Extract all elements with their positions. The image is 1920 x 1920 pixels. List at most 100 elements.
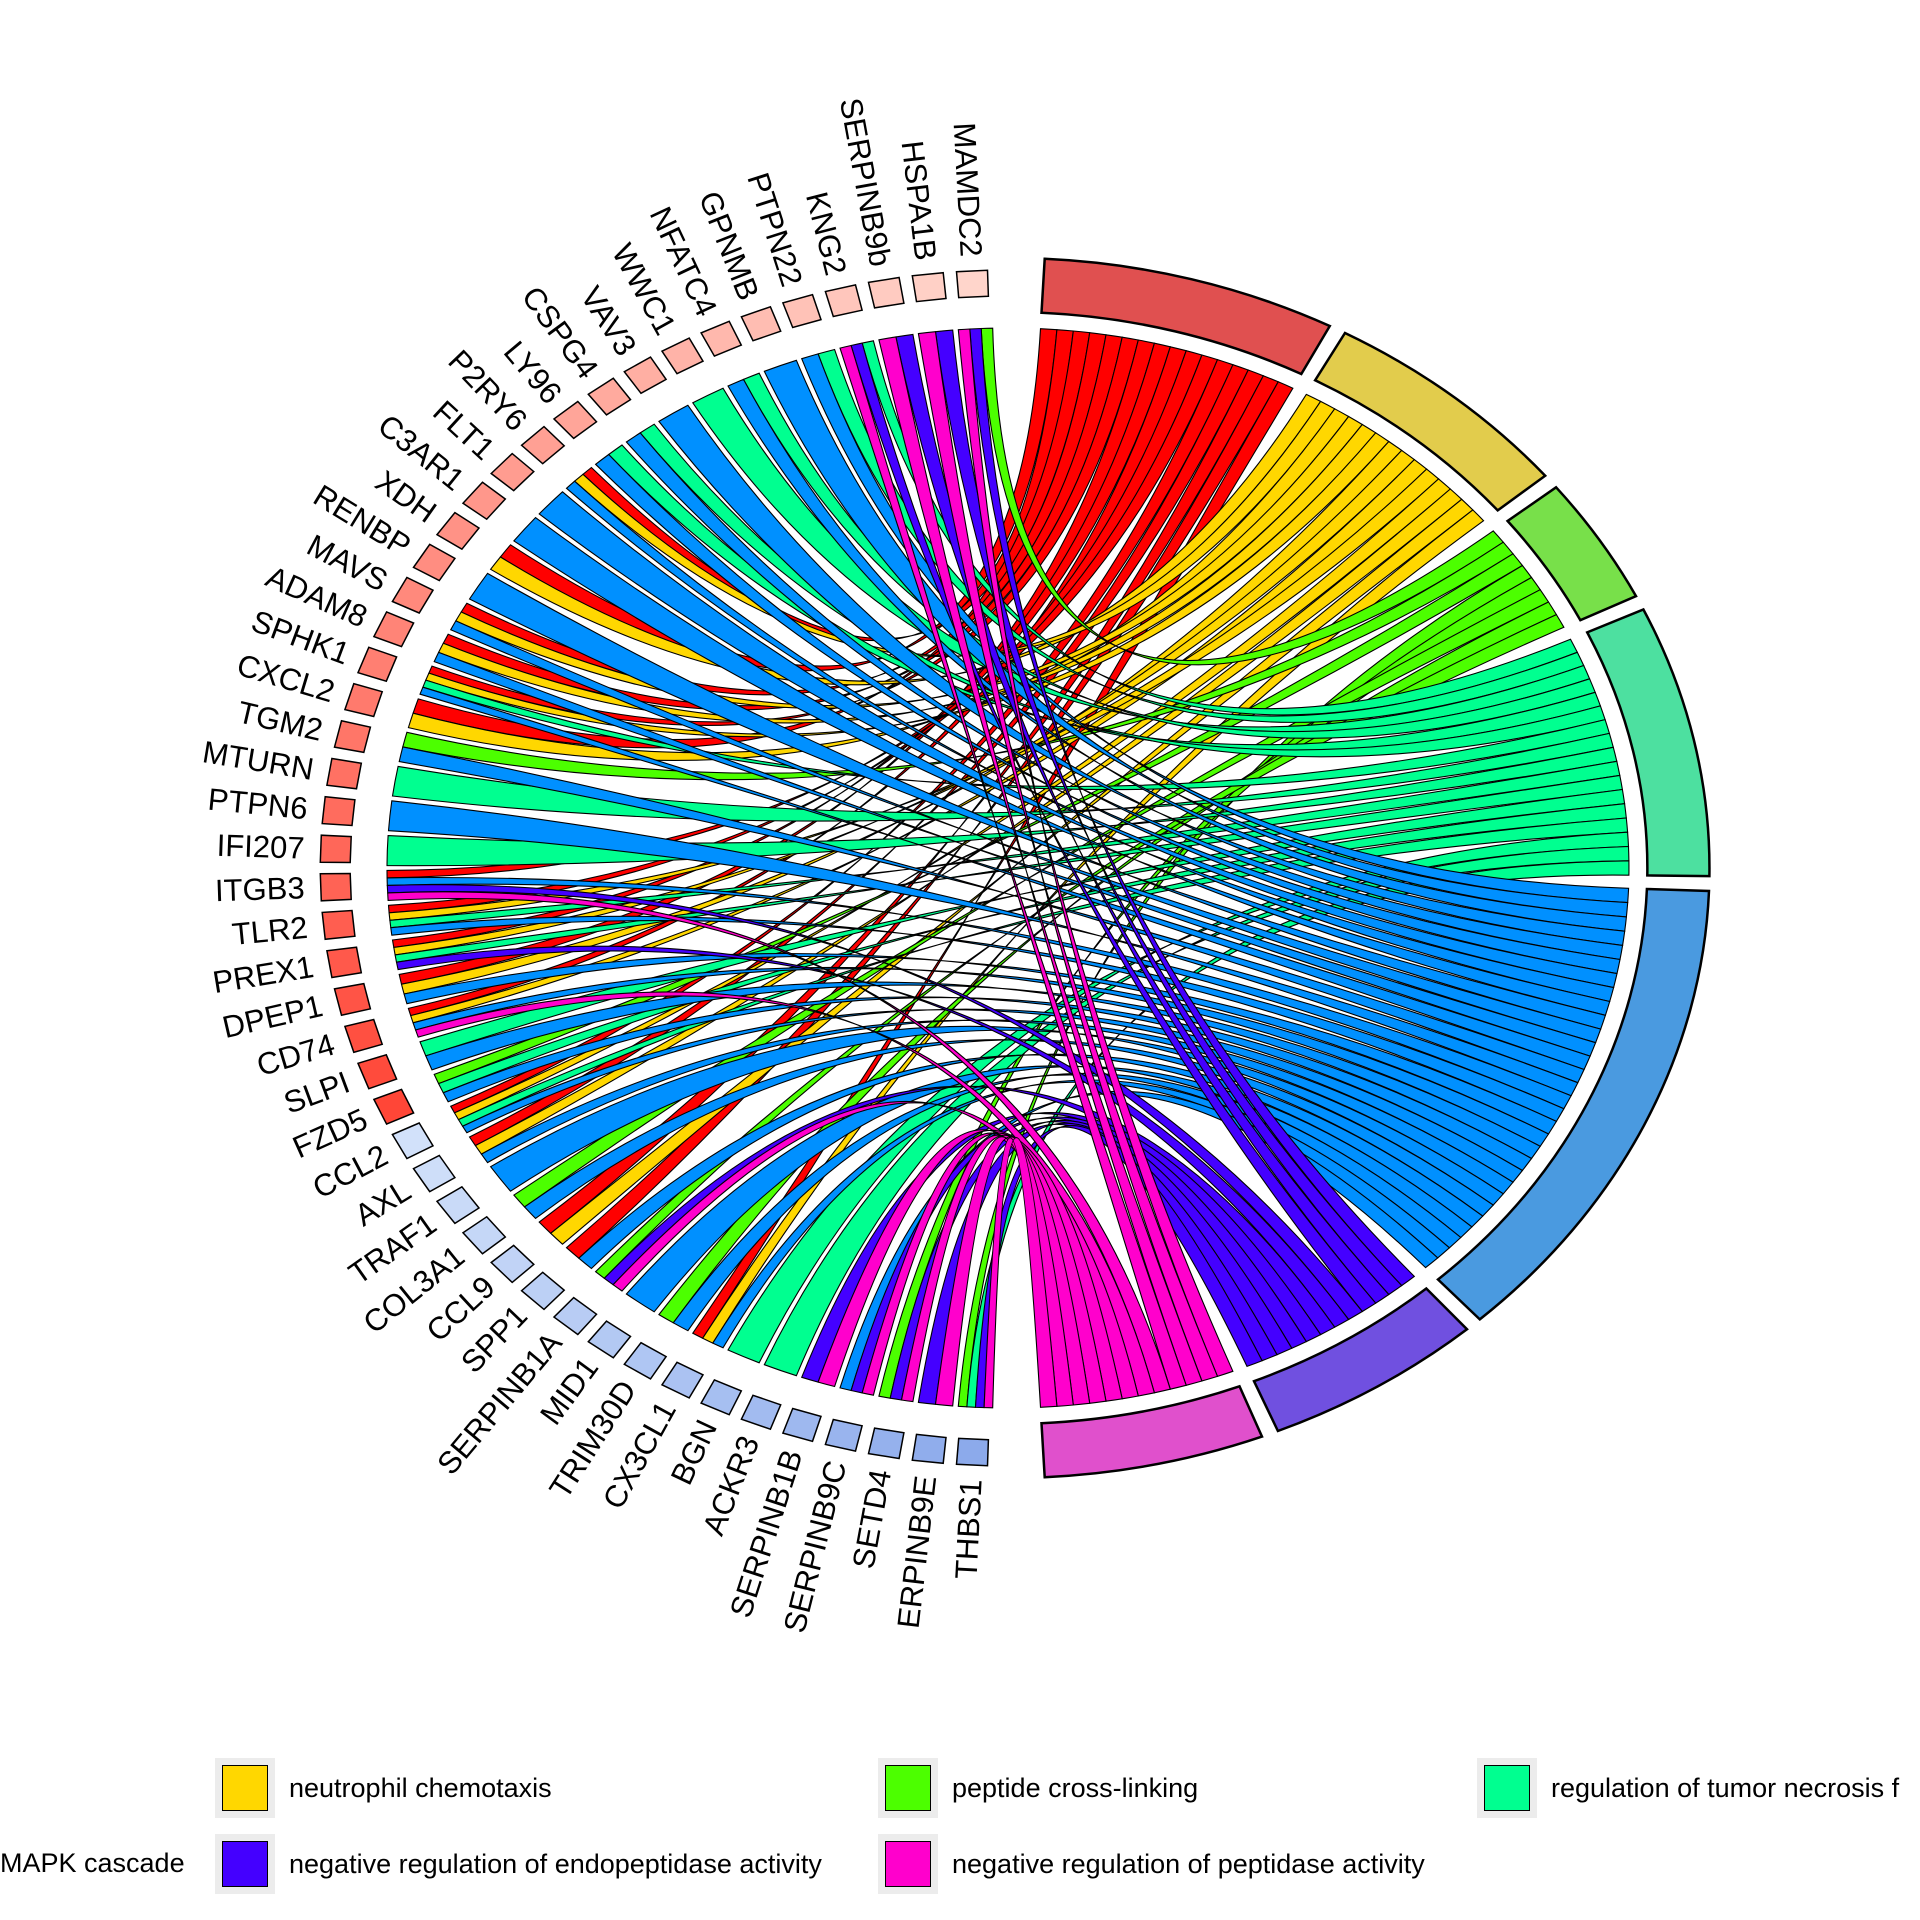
ribbon-positive-regulation-of-mapk-cascade-vav3 [658,404,1626,947]
term-arcs-layer [1040,257,1711,1479]
gene-box-tlr2 [321,909,356,941]
gene-label-mamdc2: MAMDC2 [947,122,989,258]
ribbon-negative-regulation-of-peptidase-activity-itgb3 [387,891,1172,1394]
ribbon-positive-regulation-of-mapk-cascade-c3ar1 [513,516,1611,1016]
gene-box-xdh [435,511,481,551]
gene-box-ifi207 [319,834,352,864]
legend-label: neutrophil chemotaxis [289,1772,552,1803]
ribbon-positive-regulation-of-mapk-cascade-col3a1 [523,1039,1495,1220]
legend-swatch [222,1765,268,1811]
gene-box-spp1 [520,1271,566,1311]
gene-box-renbp [412,543,456,582]
gene-box-ccl2 [391,1122,435,1160]
term-arc-neutrophil-migration [1040,257,1332,376]
legend: neutrophil chemotaxis peptide cross-link… [0,1730,1920,1920]
ribbon-negative-regulation-of-endopeptidase-activity-itgb3 [386,884,1364,1321]
gene-box-cx3cl1 [660,1361,705,1399]
gene-box-dpep1 [333,982,372,1017]
gene-box-mavs [391,576,435,614]
gene-box-serpinb1b [781,1407,822,1443]
gene-label-kng2: KNG2 [799,188,854,278]
ribbon-positive-regulation-of-mapk-cascade-flt1 [538,491,1615,1003]
term-arc-negative-regulation-of-peptidase-activity [1040,1384,1264,1479]
gene-box-ptpn22 [781,293,822,329]
ribbon-neutrophil-chemotaxis-adam8 [437,423,1377,724]
ribbon-regulation-of-tumor-necrosis-factor-superfamily-cytokine-production-mturn [391,732,1614,822]
ribbon-positive-regulation-of-mapk-cascade-ly96 [594,453,1621,975]
gene-label-serpinb9b: ERPINB9E [891,1474,944,1630]
ribbon-regulation-of-tumor-necrosis-factor-superfamily-cytokine-production-sphk1 [422,679,1611,791]
ribbon-positive-regulation-of-mapk-cascade-cspg4 [625,432,1624,961]
ribbon-positive-regulation-of-mapk-cascade-ptpn6 [387,800,1579,1097]
gene-box-slpi [356,1053,398,1090]
term-arc-negative-regulation-of-endopeptidase-activity [1252,1286,1469,1433]
gene-label-ptpn6: PTPN6 [206,782,309,827]
gene-box-serpinb1a [552,1296,598,1336]
legend-label: peptide cross-linking [952,1772,1199,1803]
legend-item-regulation-of-tnf: regulation of tumor necrosis f [1477,1758,1899,1818]
ribbon-positive-regulation-of-mapk-cascade-traf1 [489,1025,1505,1206]
gene-box-hspa1b [911,271,947,303]
gene-box-setd4 [867,1427,905,1460]
gene-box-mturn [326,757,363,790]
gene-box-traf1 [435,1185,481,1225]
legend-swatch [222,1841,268,1887]
gene-box-ackr3 [740,1394,782,1431]
ribbon-neutrophil-migration-ccl9 [538,369,1265,1235]
ribbon-negative-regulation-of-peptidase-activity-serpinb9p1 [878,336,1203,1386]
legend-label: negative regulation of peptidase activit… [952,1848,1425,1879]
legend-item-peptide-cross-linking: peptide cross-linking [878,1758,1198,1818]
ribbon-positive-regulation-of-mapk-cascade-spp1 [577,1053,1484,1270]
gene-box-axl [412,1154,456,1193]
ribbon-positive-regulation-of-mapk-cascade-mavs [449,620,1602,1044]
ribbon-positive-regulation-of-mapk-cascade-dpep1 [403,952,1558,1135]
gene-box-ptpn6 [321,795,356,827]
gene-label-hspa1b: HSPA1B [895,139,944,262]
gene-box-trim30d [623,1341,668,1380]
ribbon-regulation-of-tumor-necrosis-factor-superfamily-cytokine-production-nfatc4 [742,372,1596,739]
ribbon-positive-regulation-of-mapk-cascade-p2ry6 [565,480,1618,989]
gene-box-serpinb9c [824,1418,864,1452]
gene-box-thbs1 [955,1437,990,1467]
ribbon-negative-regulation-of-peptidase-activity-kng2 [839,344,1187,1390]
gene-box-cspg4 [587,377,632,416]
legend-swatch [885,1841,931,1887]
ribbon-negative-regulation-of-peptidase-activity-thbs1 [983,1136,1058,1409]
gene-box-nfatc4 [700,320,743,358]
ribbons-layer [386,327,1630,1409]
gene-box-itgb3 [319,872,352,902]
gene-box-adam8 [372,610,415,648]
gene-box-col3a1 [461,1215,507,1255]
gene-box-mamdc2 [955,269,990,299]
gene-box-wwc1 [660,337,705,375]
legend-swatch [1484,1765,1530,1811]
ribbon-peptide-cross-linking-tgm2 [402,541,1514,781]
ribbon-neutrophil-chemotaxis-mavs [455,415,1364,709]
gene-box-mid1 [587,1320,632,1359]
gene-box-flt1 [490,452,535,492]
ribbon-neutrophil-chemotaxis-sphk1 [425,432,1390,738]
ribbon-positive-regulation-of-mapk-cascade-cd74 [412,967,1550,1148]
legend-label: negative regulation of endopeptidase act… [289,1848,822,1879]
ribbon-positive-regulation-of-mapk-cascade-fzd5 [442,996,1533,1172]
gene-label-tlr2: TLR2 [230,910,309,952]
ribbon-neutrophil-migration-ccl2 [449,358,1234,1114]
gene-box-sphk1 [356,646,398,683]
gene-box-prex1 [326,946,363,979]
gene-box-vav3 [623,356,668,395]
term-arc-peptide-cross-linking [1505,485,1638,622]
ribbon-regulation-of-tumor-necrosis-factor-superfamily-cytokine-production-fzd5 [437,803,1627,1094]
gene-label-setd4: SETD4 [846,1467,898,1572]
term-arc-neutrophil-chemotaxis [1313,331,1548,513]
ribbon-neutrophil-chemotaxis-ccl2 [453,478,1452,1121]
legend-swatch [885,1765,931,1811]
ribbon-neutrophil-chemotaxis-p2ry6 [573,400,1336,657]
ribbon-negative-regulation-of-endopeptidase-activity-serpinb9p1 [895,333,1390,1304]
gene-box-fzd5 [372,1088,415,1126]
gene-box-c3ar1 [461,481,507,521]
ribbon-positive-regulation-of-mapk-cascade-sphk1 [419,686,1591,1071]
gene-labels-layer: MAMDC2HSPA1BSERPINB9bKNG2PTPN22GPNMBNFAT… [200,95,989,1636]
gene-box-cxcl2 [343,682,384,718]
gene-box-tgm2 [333,719,372,754]
